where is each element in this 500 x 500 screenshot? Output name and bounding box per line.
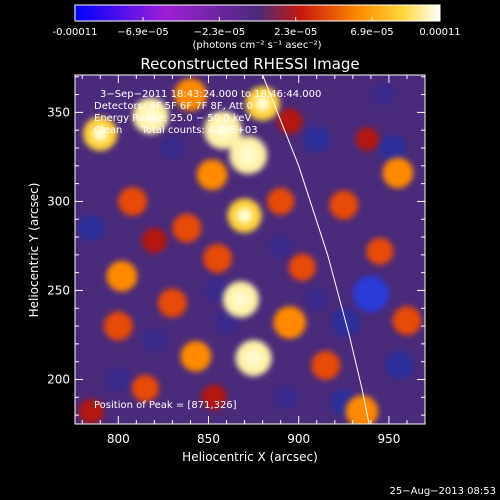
emission-blob	[78, 398, 104, 424]
y-axis-ticks: 200 250 300 350	[47, 76, 425, 416]
emission-blob-core	[239, 146, 257, 164]
x-tick-label: 850	[197, 432, 220, 446]
y-tick-label: 350	[47, 105, 70, 119]
emission-blob-core	[142, 107, 159, 125]
colorbar-tick-label: −6.9e−05	[117, 27, 169, 38]
colorbar-tick-label: -0.00011	[53, 27, 98, 38]
emission-blob-core	[92, 126, 108, 142]
emission-blob	[174, 78, 207, 111]
emission-blob	[267, 187, 295, 215]
emission-blob	[329, 190, 359, 220]
annotation-time: 3−Sep−2011 18:43:24.000 to 18:46:44.000	[100, 89, 321, 100]
emission-blob-core	[214, 121, 232, 139]
emission-blob	[288, 253, 316, 281]
colorbar-tick-label: 0.00011	[419, 27, 460, 38]
colorbar	[74, 4, 441, 22]
colorbar-tick-label: −2.3e−05	[194, 27, 246, 38]
emission-blob	[201, 384, 227, 410]
emission-blob	[77, 214, 105, 242]
emission-blob	[213, 309, 240, 336]
annotation-detectors: Detectors: 4F 5F 6F 7F 8F, Att 0	[94, 101, 253, 112]
emission-blob	[180, 340, 212, 372]
emission-map	[77, 78, 422, 424]
emission-blob	[118, 186, 148, 216]
emission-blob	[141, 327, 168, 353]
x-tick-label: 950	[377, 432, 400, 446]
emission-blob	[157, 288, 187, 318]
colorbar-tick-label: 6.9e−05	[350, 27, 393, 38]
emission-blob	[371, 82, 396, 107]
annotation-clean: Clean Total counts: 4.23E+03	[94, 125, 258, 136]
emission-blob-core	[232, 291, 250, 308]
emission-blob	[172, 213, 202, 243]
y-tick-label: 300	[47, 194, 70, 208]
y-tick-label: 200	[47, 372, 70, 386]
emission-blob	[303, 125, 331, 153]
emission-blob	[378, 134, 407, 162]
chart-title: Reconstructed RHESSI Image	[140, 55, 359, 73]
emission-blob	[382, 157, 414, 189]
colorbar-unit-label: (photons cm⁻² s⁻¹ asec⁻²)	[192, 40, 321, 51]
emission-blob	[345, 395, 379, 424]
emission-blob	[385, 350, 415, 380]
emission-blob	[366, 237, 394, 265]
colorbar-tick-label: 2.3e−05	[274, 27, 317, 38]
y-axis-label: Heliocentric Y (arcsec)	[27, 183, 41, 318]
image-plot-area	[75, 75, 425, 424]
emission-blob	[203, 243, 232, 273]
emission-blob-core	[236, 207, 253, 224]
x-axis-label: Heliocentric X (arcsec)	[182, 450, 318, 464]
colorbar-ticks: -0.00011 −6.9e−05 −2.3e−05 2.3e−05 6.9e−05 0.…	[53, 17, 461, 38]
annotation-peak: Position of Peak = [871,326]	[94, 400, 237, 411]
emission-blob	[131, 374, 159, 402]
x-tick-label: 800	[107, 432, 130, 446]
emission-blob	[273, 306, 306, 339]
emission-blob	[159, 135, 186, 161]
emission-blob-core	[254, 95, 271, 112]
annotation-energy: Energy Range: 25.0 − 50.0 keV	[94, 113, 251, 124]
emission-blob	[311, 350, 341, 380]
emission-blob	[106, 260, 138, 292]
emission-blob	[141, 227, 168, 254]
emission-blob	[268, 234, 293, 258]
emission-blob	[305, 287, 329, 312]
y-tick-label: 250	[47, 283, 70, 297]
emission-blob	[352, 275, 389, 313]
emission-blob	[392, 306, 422, 336]
x-axis-ticks: 800 850 900 950	[81, 75, 408, 446]
footer-date: 25−Aug−2013 08:53	[390, 486, 496, 497]
plot-frame	[74, 74, 426, 425]
emission-blob	[105, 366, 131, 393]
emission-blob	[273, 384, 299, 410]
emission-blob	[196, 159, 228, 191]
emission-blob	[355, 127, 379, 151]
emission-blob-core	[245, 349, 262, 367]
solar-limb	[262, 75, 370, 424]
x-tick-label: 900	[287, 432, 310, 446]
emission-blob	[103, 311, 133, 341]
